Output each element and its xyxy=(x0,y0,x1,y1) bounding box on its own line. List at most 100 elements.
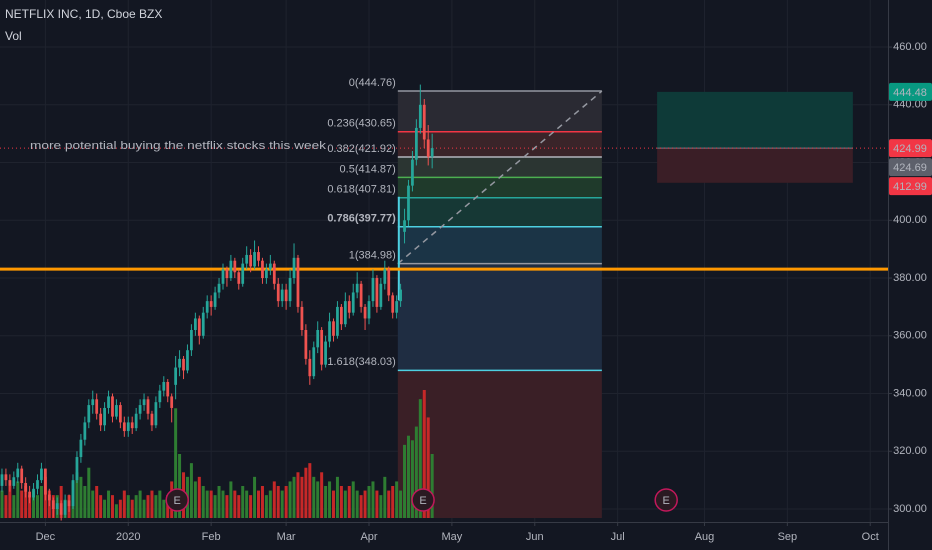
candle-body xyxy=(355,283,359,293)
volume-bar xyxy=(114,504,118,518)
candle-body xyxy=(186,350,189,371)
candle-body xyxy=(225,269,229,279)
candle-body xyxy=(115,405,118,417)
candle-body xyxy=(95,399,99,414)
volume-bar xyxy=(343,490,347,518)
price-tag xyxy=(889,139,932,158)
volume-bar xyxy=(383,476,387,518)
annotation: more potential buying the netflix stocks… xyxy=(30,140,327,152)
volume-bar xyxy=(122,490,126,518)
candle-body xyxy=(20,468,24,484)
volume-bar xyxy=(79,476,83,518)
earnings-label: E xyxy=(663,495,670,507)
volume-bar xyxy=(103,499,107,518)
fib-band xyxy=(397,263,602,371)
candle-body xyxy=(122,422,126,432)
candle-body xyxy=(422,104,426,140)
candle-body xyxy=(257,252,260,261)
y-tick-label: 360.00 xyxy=(893,330,927,342)
volume-bar xyxy=(406,435,410,518)
volume-bar xyxy=(32,490,36,518)
candle-body xyxy=(426,139,430,157)
volume-bar xyxy=(146,495,150,518)
price-tag-label: 412.99 xyxy=(893,181,927,193)
volume-label: Vol xyxy=(5,29,22,43)
volume-bar xyxy=(371,481,375,518)
volume-bar xyxy=(249,495,253,518)
fib-level-label: 0(444.76) xyxy=(349,77,396,89)
volume-bar xyxy=(142,499,146,518)
candle-body xyxy=(36,480,39,489)
volume-bar xyxy=(253,476,257,518)
candle-body xyxy=(288,278,292,302)
candle-body xyxy=(343,301,347,325)
candle-body xyxy=(28,491,31,498)
fib-band xyxy=(397,157,602,178)
x-tick-label: Oct xyxy=(862,531,879,543)
volume-bar xyxy=(422,390,426,518)
candle-body xyxy=(154,402,158,426)
candle-body xyxy=(99,413,103,426)
volume-bar xyxy=(387,490,391,518)
earnings-marker xyxy=(411,488,435,512)
candle-body xyxy=(391,295,395,313)
candle-body xyxy=(16,468,20,478)
volume-bar xyxy=(268,490,272,518)
volume-bar xyxy=(288,481,292,518)
candle-body xyxy=(12,477,16,486)
candle-body xyxy=(336,306,339,336)
y-tick-label: 400.00 xyxy=(893,214,927,226)
candle-body xyxy=(91,399,95,406)
volume-bar xyxy=(351,481,355,518)
candle-body xyxy=(221,269,225,284)
candle-body xyxy=(407,185,410,221)
volume-bar xyxy=(347,486,351,518)
fib-band xyxy=(397,197,602,227)
earnings-marker xyxy=(165,488,189,512)
volume-bar xyxy=(395,481,399,518)
volume-bar xyxy=(430,454,434,518)
candle-body xyxy=(249,254,252,267)
x-tick-label: 2020 xyxy=(116,531,140,543)
candle-body xyxy=(126,422,130,432)
candle-body xyxy=(197,318,201,336)
volume-bar xyxy=(403,444,407,518)
candle-body xyxy=(324,341,327,365)
volume-bar xyxy=(225,495,229,518)
candle-body xyxy=(340,306,343,325)
volume-bar xyxy=(0,490,4,518)
volume-bar xyxy=(201,486,205,518)
candle-body xyxy=(51,500,55,510)
volume-bar xyxy=(328,481,332,518)
price-tag-label: 444.48 xyxy=(893,87,927,99)
volume-bar xyxy=(359,495,363,518)
fib-band xyxy=(397,177,602,198)
volume-bar xyxy=(99,495,103,518)
price-tag-label: 424.69 xyxy=(893,162,927,174)
volume-bar xyxy=(324,486,328,518)
volume-bar xyxy=(375,490,379,518)
earnings-label: E xyxy=(174,495,181,507)
volume-bar xyxy=(367,486,371,518)
candle-body xyxy=(178,358,181,368)
fib-level-label: 0.5(414.87) xyxy=(340,163,396,175)
candle-body xyxy=(213,292,217,307)
price-tag xyxy=(889,158,932,177)
candle-body xyxy=(347,301,351,313)
x-tick-label: Apr xyxy=(360,531,377,543)
earnings-marker xyxy=(654,488,678,512)
volume-bar xyxy=(280,490,284,518)
volume-bar xyxy=(134,495,138,518)
x-tick-label: Jul xyxy=(611,531,625,543)
candle-body xyxy=(166,381,170,397)
candle-body xyxy=(111,396,114,417)
fib-trend-line xyxy=(397,90,603,265)
candle-body xyxy=(430,148,434,157)
volume-bar xyxy=(24,486,28,518)
volume-bar xyxy=(312,476,316,518)
volume-bar xyxy=(130,499,134,518)
volume-bar xyxy=(300,476,304,518)
volume-bar xyxy=(379,495,383,518)
candle-body xyxy=(399,289,402,302)
candle-body xyxy=(44,468,47,495)
